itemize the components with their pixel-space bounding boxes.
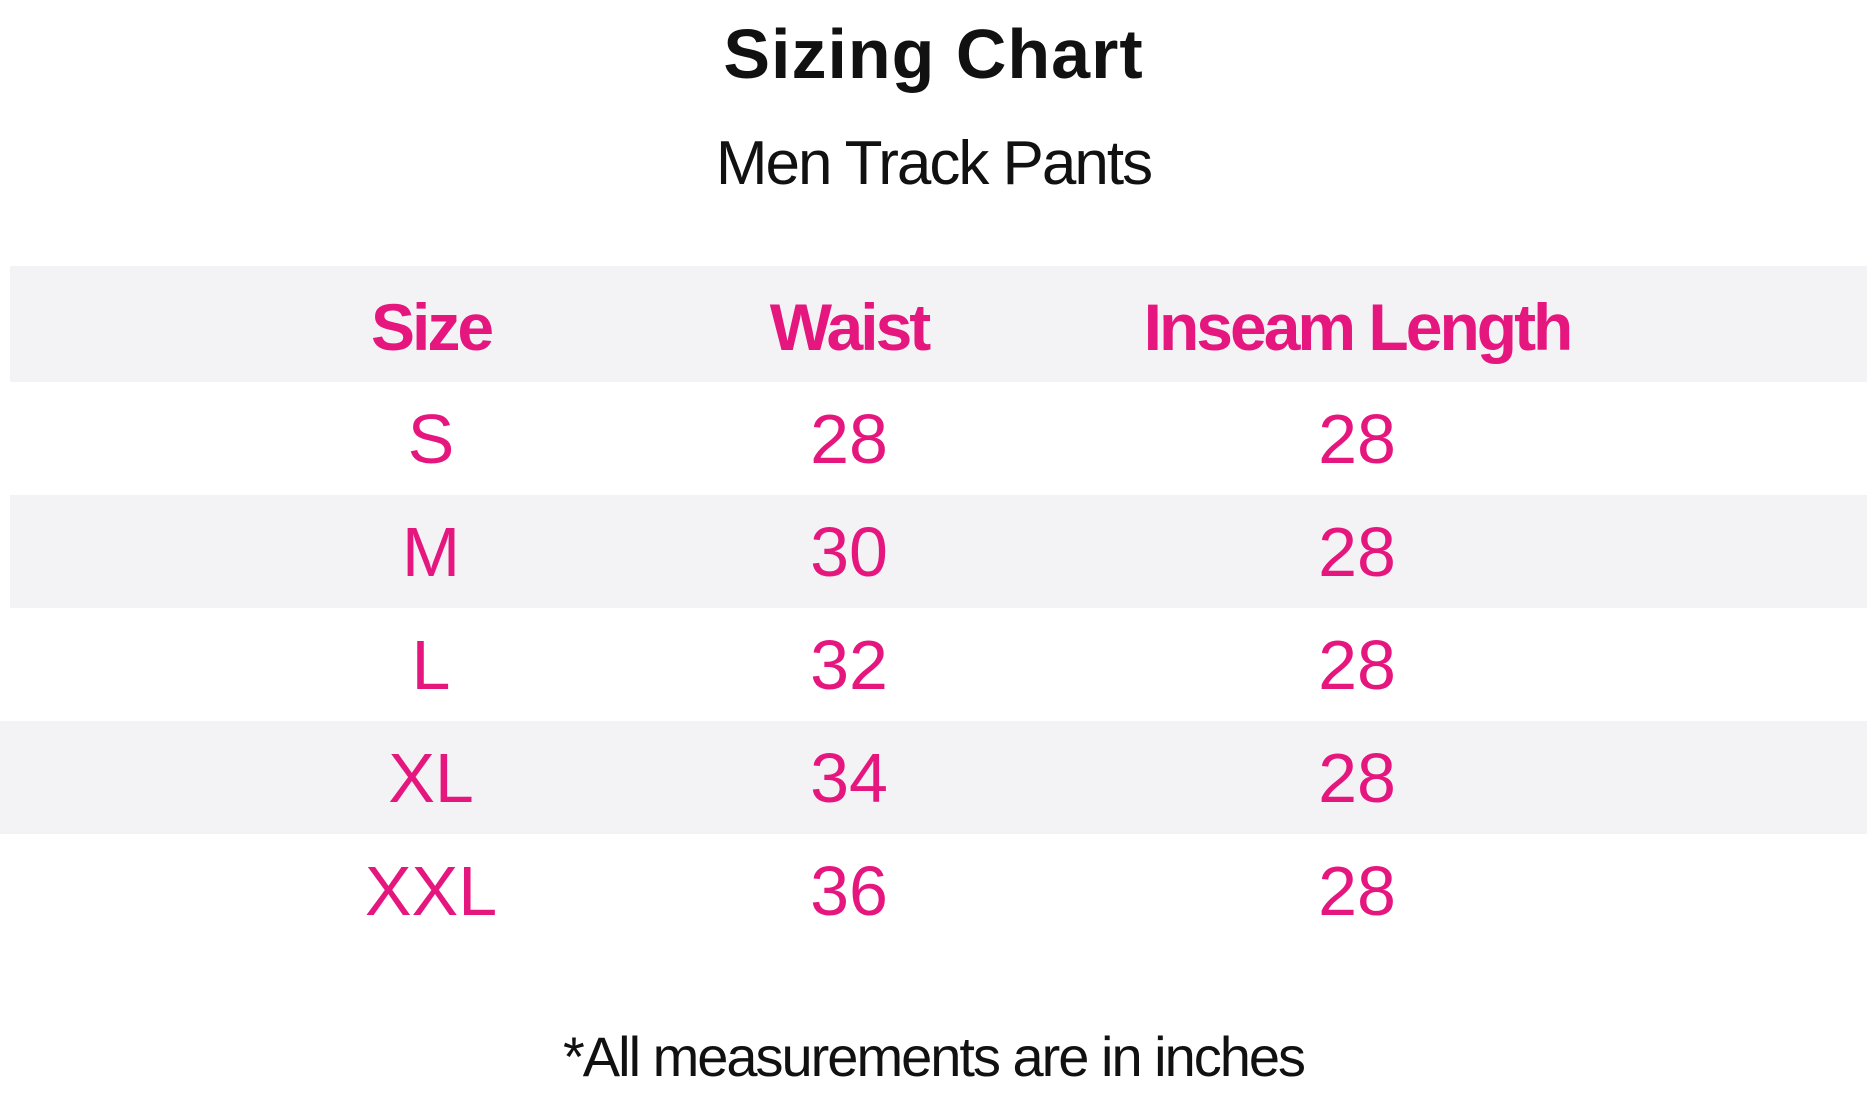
column-header: Waist [769, 290, 932, 364]
row-band [10, 495, 1867, 608]
table-cell: 28 [810, 400, 888, 478]
title: Sizing Chart [723, 15, 1144, 93]
table-cell: XXL [364, 852, 498, 930]
column-header: Inseam Length [1143, 290, 1574, 364]
table-cell: 30 [810, 513, 888, 591]
table-cell: 28 [1318, 513, 1396, 591]
table-cell: XL [388, 739, 474, 817]
footnote: *All measurements are in inches [562, 1025, 1306, 1088]
table-cell: 36 [810, 852, 888, 930]
table-cell: L [411, 626, 451, 704]
table-cell: 28 [1318, 739, 1396, 817]
table-cell: 34 [810, 739, 888, 817]
table-cell: S [407, 400, 455, 478]
table-cell: 28 [1318, 400, 1396, 478]
table-cell: 28 [1318, 852, 1396, 930]
table-cell: 28 [1318, 626, 1396, 704]
table-cell: 32 [810, 626, 888, 704]
row-band [0, 721, 1867, 834]
header-row [10, 266, 1867, 382]
subtitle: Men Track Pants [715, 129, 1153, 198]
table-cell: M [401, 513, 461, 591]
column-header: Size [370, 290, 494, 364]
